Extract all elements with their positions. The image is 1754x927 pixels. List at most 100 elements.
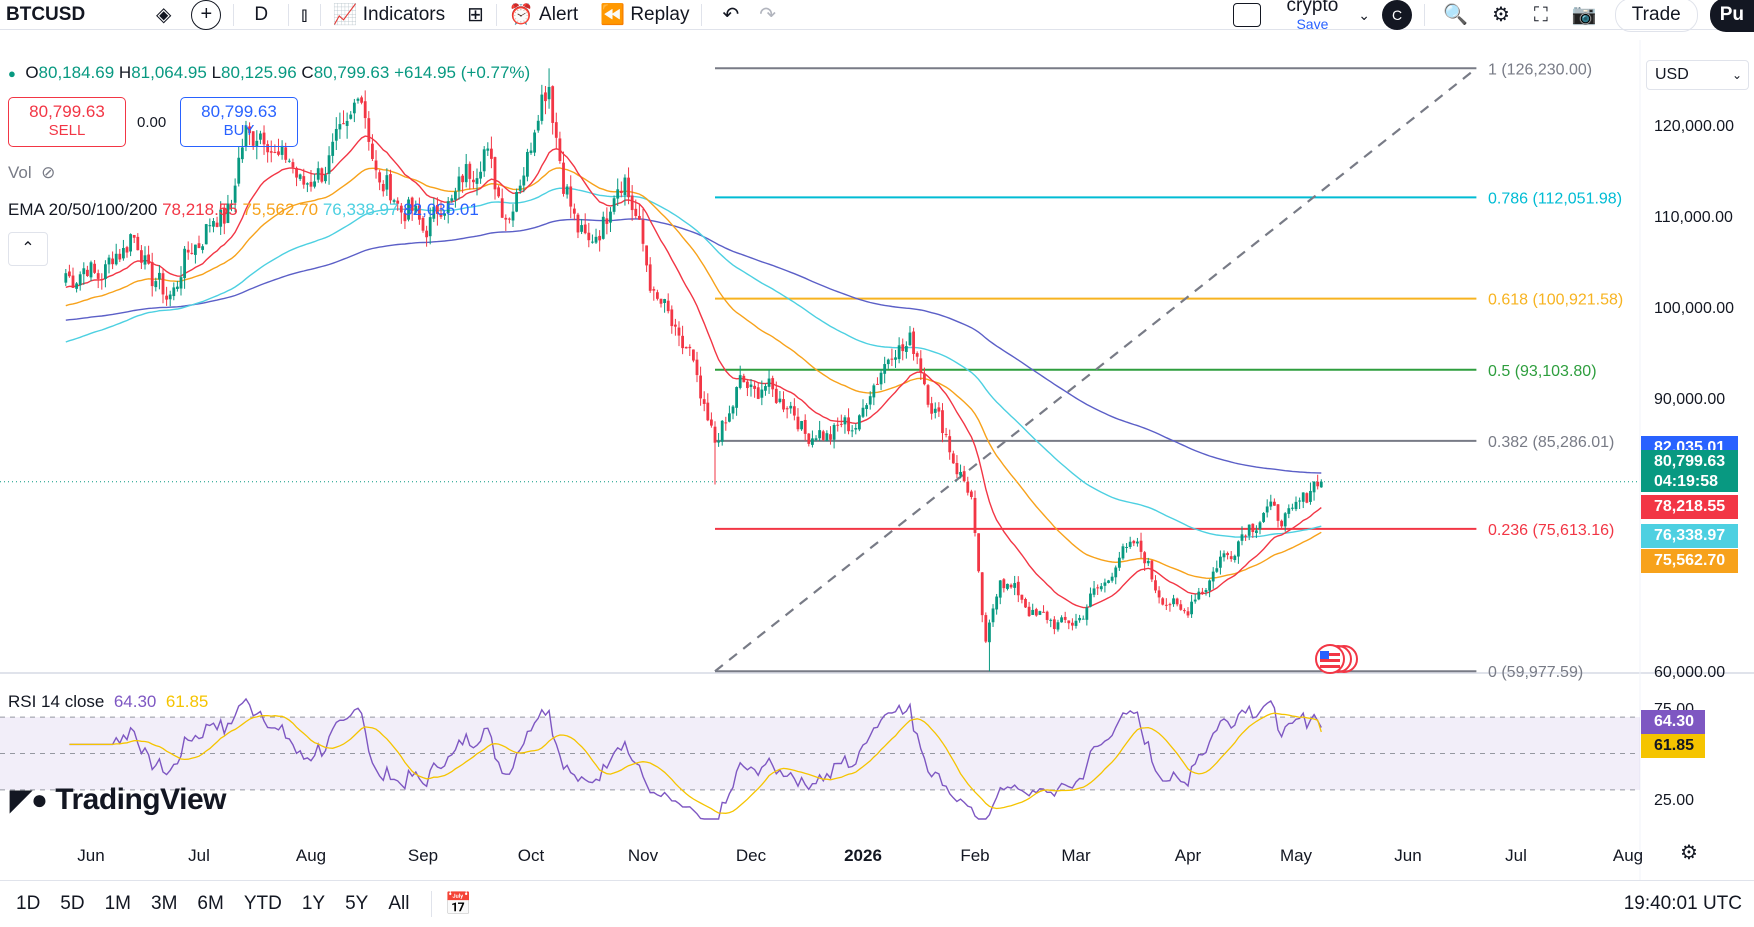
candle-body [1107,580,1110,583]
candle-body [468,163,472,179]
camera-icon: 📷 [1571,3,1597,26]
candle-body [645,245,648,266]
indicators-button[interactable]: 📈 Indicators [327,0,452,30]
candle-body [230,203,233,206]
calendar-range-icon[interactable]: 📅 [444,891,472,916]
candle-body [425,230,428,238]
eye-off-icon[interactable]: ⊘ [41,163,56,182]
timeframe-1d[interactable]: 1D [16,893,41,914]
symbol-search[interactable]: BTCUSD [0,0,150,30]
quick-search-button[interactable]: 🔍 [1431,0,1480,30]
time-tick-label: Mar [1061,846,1091,865]
chart-type-button[interactable]: ⫾ [295,0,313,30]
candle-body [1157,590,1161,598]
price-label-ema50: 75,562.70 [1641,549,1738,573]
snapshot-button[interactable]: 📷 [1560,0,1609,30]
undo-button[interactable]: ↶ [708,0,753,30]
symbol-details-button[interactable]: ◈ [150,0,177,30]
replay-button[interactable]: ⏪ Replay [584,0,695,30]
layout-button[interactable] [1227,0,1267,30]
trade-button[interactable]: Trade [1609,0,1704,32]
timeframe-5d[interactable]: 5D [60,893,85,914]
candle-body [901,344,905,352]
fullscreen-button[interactable]: ⛶ [1522,0,1560,30]
candle-body [104,264,107,279]
candle-body [951,453,955,464]
candle-body [641,219,645,244]
candle-body [1042,611,1045,613]
buy-button[interactable]: 80,799.63 BUY [180,97,298,147]
utc-clock[interactable]: 19:40:01 UTC [1623,893,1742,914]
templates-button[interactable]: ⊞ [451,0,490,30]
layout-name-button[interactable]: crypto Save [1267,0,1353,32]
candle-body [569,186,573,207]
candle-body [64,273,68,283]
timeframe-6m[interactable]: 6M [197,893,224,914]
candle-body [111,258,114,265]
candle-body [273,151,277,153]
candle-body [912,331,915,354]
candle-body [565,186,569,195]
candle-body [1034,609,1038,616]
candle-body [291,162,295,168]
timeframe-5y[interactable]: 5Y [345,893,369,914]
candle-body [284,147,288,160]
chevron-down-icon: ⌄ [1358,6,1371,23]
candle-body [143,255,147,265]
candle-body [544,92,547,102]
currency-value: USD [1655,66,1689,83]
collapse-legend-button[interactable]: ⌃ [8,232,48,266]
candle-body [392,200,396,202]
price-tick-label: 60,000.00 [1654,664,1725,681]
rsi-tick-label: 25.00 [1654,792,1694,809]
currency-select[interactable]: USD ⌄ [1646,60,1749,90]
account-avatar[interactable]: C [1376,0,1418,30]
tradingview-logo[interactable]: ◤● TradingView [10,783,226,817]
candle-body [818,430,822,439]
time-axis-settings[interactable]: ⚙ [1680,840,1698,865]
publish-button[interactable]: Pu [1704,0,1754,32]
candle-body [1027,606,1031,617]
candle-body [713,426,717,443]
timeframe-ytd[interactable]: YTD [243,893,282,914]
redo-button[interactable]: ↷ [753,0,782,30]
timeframe-1y[interactable]: 1Y [301,893,326,914]
candle-body [1190,601,1193,615]
candle-body [1193,599,1197,602]
settings-icon: ⚙ [1680,842,1698,864]
timeframe-all[interactable]: All [388,893,410,914]
interval-label: D [254,3,269,25]
timeframe-1m[interactable]: 1M [104,893,131,914]
layout-menu-button[interactable]: ⌄ [1352,0,1376,30]
candle-body [1031,609,1035,615]
candle-body [403,213,407,222]
candle-body [1132,540,1136,544]
candle-body [854,428,858,430]
fib-level-label: 0 (59,977.59) [1488,664,1583,681]
candle-body [280,145,284,155]
candle-body [764,386,767,391]
time-tick-label: Sep [408,846,438,865]
candle-body [948,436,952,453]
interval-button[interactable]: D [240,0,282,30]
candle-body [472,179,475,183]
settings-button[interactable]: ⚙ [1480,0,1522,30]
grid-icon: ⊞ [467,3,484,26]
candle-body [190,252,194,254]
candle-body [796,416,800,430]
candle-body [749,384,753,388]
compare-symbol-button[interactable]: + [177,0,227,30]
candle-body [399,205,403,213]
candle-body [821,431,825,440]
alert-button[interactable]: ⏰ Alert [503,0,584,30]
rsi-ma-label: 61.85 [1641,734,1705,758]
sell-button[interactable]: 80,799.63 SELL [8,97,126,147]
candle-body [1301,492,1305,502]
candle-body [240,147,244,160]
candle-body [500,198,504,218]
candle-body [836,424,840,426]
timeframe-3m[interactable]: 3M [151,893,178,914]
candle-body [385,175,389,190]
economic-events-marker[interactable] [1314,643,1358,674]
candle-body [652,289,656,291]
